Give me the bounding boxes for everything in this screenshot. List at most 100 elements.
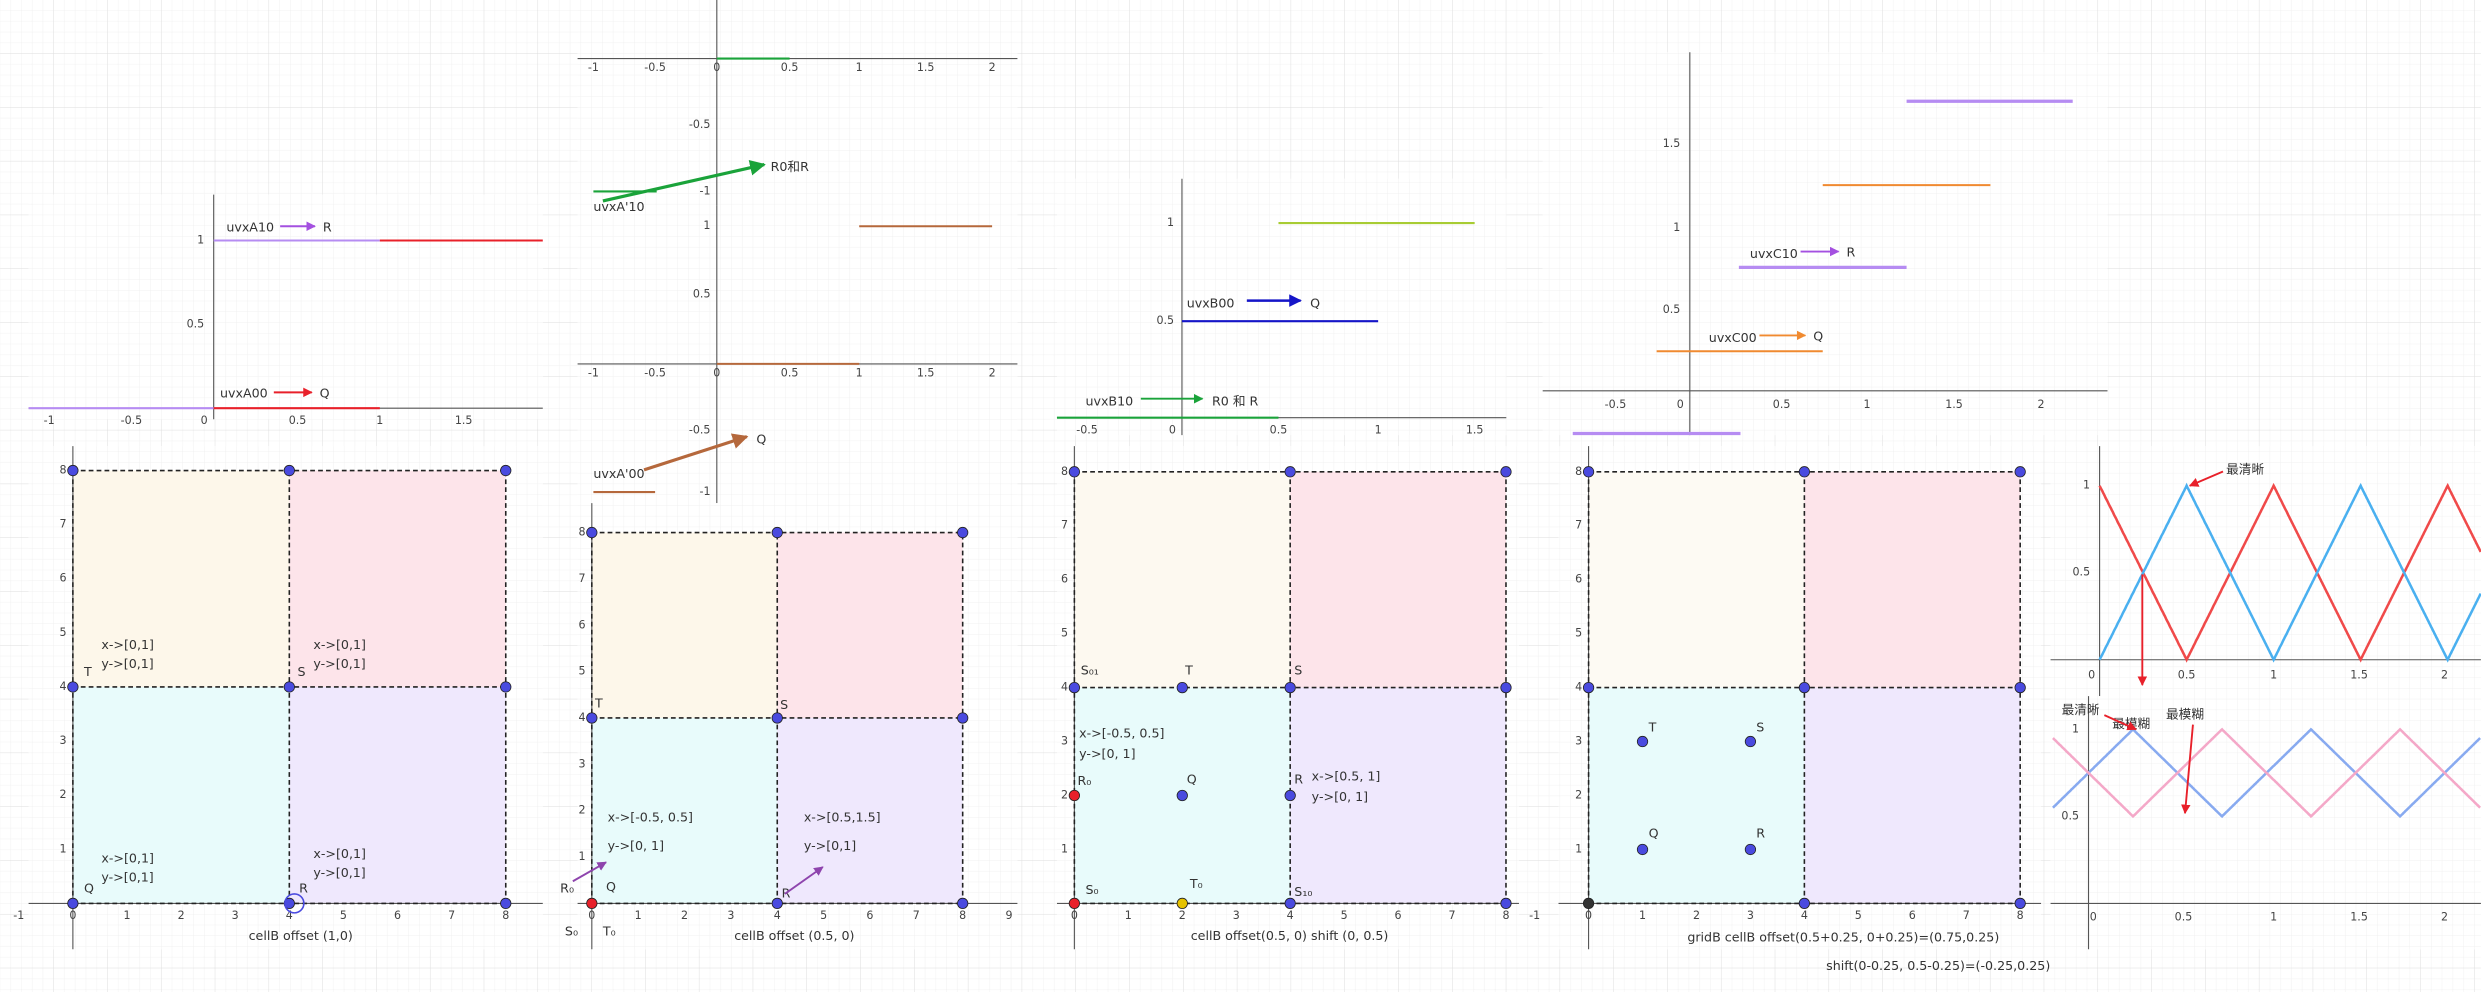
y-tick-label: 4 xyxy=(60,680,67,693)
x-tick-label: -0.5 xyxy=(1605,398,1627,411)
x-tick-label: 2 xyxy=(1179,909,1186,922)
point xyxy=(1798,897,1810,910)
x-tick-label: 1 xyxy=(2270,669,2277,682)
quadrant xyxy=(591,717,778,904)
quadrant xyxy=(1290,471,1506,688)
x-tick-label: 0.5 xyxy=(781,366,799,379)
panel-grid xyxy=(1542,52,2108,436)
x-tick-label: 7 xyxy=(448,909,455,922)
label: y->[0, 1] xyxy=(1079,746,1135,761)
label: uvxB00 xyxy=(1187,295,1235,310)
quadrant xyxy=(1290,687,1506,904)
point xyxy=(500,897,512,910)
y-tick-label: 3 xyxy=(60,734,67,747)
x-tick-label: 9 xyxy=(1006,909,1013,922)
point xyxy=(1176,897,1188,910)
label: R xyxy=(1756,825,1765,840)
point xyxy=(771,897,783,910)
label: uvxA'00 xyxy=(593,466,644,481)
arrow xyxy=(2103,714,2137,731)
point xyxy=(500,464,512,477)
label: R xyxy=(1846,245,1855,260)
point xyxy=(1636,843,1649,856)
arrow xyxy=(784,866,824,895)
point xyxy=(1582,681,1595,694)
y-tick-label: -0.5 xyxy=(689,118,711,131)
x-tick-label: 0.5 xyxy=(1270,423,1288,436)
y-tick-label: 3 xyxy=(578,757,585,770)
x-tick-label: 2 xyxy=(989,366,996,379)
x-tick-label: 2 xyxy=(1693,909,1700,922)
label: S₁₀ xyxy=(1294,884,1312,899)
point xyxy=(1284,466,1296,478)
label: S xyxy=(1294,662,1302,677)
y-tick-label: 1.5 xyxy=(1663,137,1681,150)
quadrant xyxy=(1074,471,1291,688)
label: Q xyxy=(1813,328,1823,343)
point xyxy=(771,712,783,724)
quadrant xyxy=(72,686,290,904)
point xyxy=(1500,681,1512,694)
x-tick-label: 3 xyxy=(1747,909,1754,922)
point xyxy=(1176,789,1188,802)
quadrant xyxy=(289,686,506,904)
label: y->[0, 1] xyxy=(1312,789,1368,804)
label: uvxC00 xyxy=(1709,330,1757,345)
panel-grid xyxy=(2050,696,2481,950)
y-tick-label: 7 xyxy=(60,518,67,531)
label: Q xyxy=(1187,771,1197,786)
arrow xyxy=(572,861,607,883)
label: S₀₁ xyxy=(1081,662,1099,677)
y-tick-label: 1 xyxy=(578,850,585,863)
x-tick-label: 0 xyxy=(588,909,595,922)
label: Q xyxy=(1649,825,1659,840)
y-tick-label: -0.5 xyxy=(689,423,711,436)
point xyxy=(957,897,969,910)
x-tick-label: -1 xyxy=(13,909,24,922)
point xyxy=(1798,466,1810,478)
x-tick-label: 5 xyxy=(1855,909,1862,922)
x-tick-label: 2 xyxy=(989,61,996,74)
point xyxy=(2014,466,2026,478)
point xyxy=(1500,897,1512,910)
label: cellB offset(0.5, 0) shift (0, 0.5) xyxy=(1191,928,1389,943)
y-tick-label: 6 xyxy=(60,572,67,585)
y-tick-label: 4 xyxy=(1575,681,1582,694)
x-tick-label: 6 xyxy=(1909,909,1916,922)
x-tick-label: 1 xyxy=(376,414,383,427)
x-tick-label: 1 xyxy=(2270,911,2277,924)
x-tick-label: 8 xyxy=(502,909,509,922)
x-tick-label: -0.5 xyxy=(644,366,666,379)
x-tick-label: 1 xyxy=(123,909,130,922)
label: x->[0.5, 1] xyxy=(1312,768,1381,783)
label: shift(0-0.25, 0.5-0.25)=(-0.25,0.25) xyxy=(1826,958,2050,973)
x-tick-label: 1 xyxy=(1864,398,1871,411)
point xyxy=(283,464,295,477)
y-tick-label: 6 xyxy=(1061,573,1068,586)
label: x->[0,1] xyxy=(313,637,366,652)
point xyxy=(1068,897,1080,910)
y-tick-label: 5 xyxy=(1061,627,1068,640)
label: y->[0,1] xyxy=(101,656,153,671)
quadrant xyxy=(289,470,506,687)
x-tick-label: 3 xyxy=(727,909,734,922)
quadrant xyxy=(1804,471,2021,688)
y-tick-label: 7 xyxy=(578,572,585,585)
label: 最模糊 xyxy=(2112,716,2150,731)
point xyxy=(957,526,969,539)
y-tick-label: 1 xyxy=(703,219,710,232)
point xyxy=(957,712,969,724)
x-tick-label: 7 xyxy=(1449,909,1456,922)
point xyxy=(67,681,79,693)
x-tick-label: 5 xyxy=(1341,909,1348,922)
x-tick-label: 4 xyxy=(1287,909,1294,922)
x-tick-label: 1 xyxy=(635,909,642,922)
x-tick-label: 4 xyxy=(774,909,781,922)
y-tick-label: 7 xyxy=(1061,519,1068,532)
y-tick-label: 0.5 xyxy=(187,317,205,330)
y-tick-label: 2 xyxy=(1061,788,1068,801)
x-tick-label: 0.5 xyxy=(1773,398,1791,411)
label: Q xyxy=(84,881,94,896)
x-tick-label: 0 xyxy=(713,61,720,74)
y-tick-label: 1 xyxy=(1167,216,1174,229)
